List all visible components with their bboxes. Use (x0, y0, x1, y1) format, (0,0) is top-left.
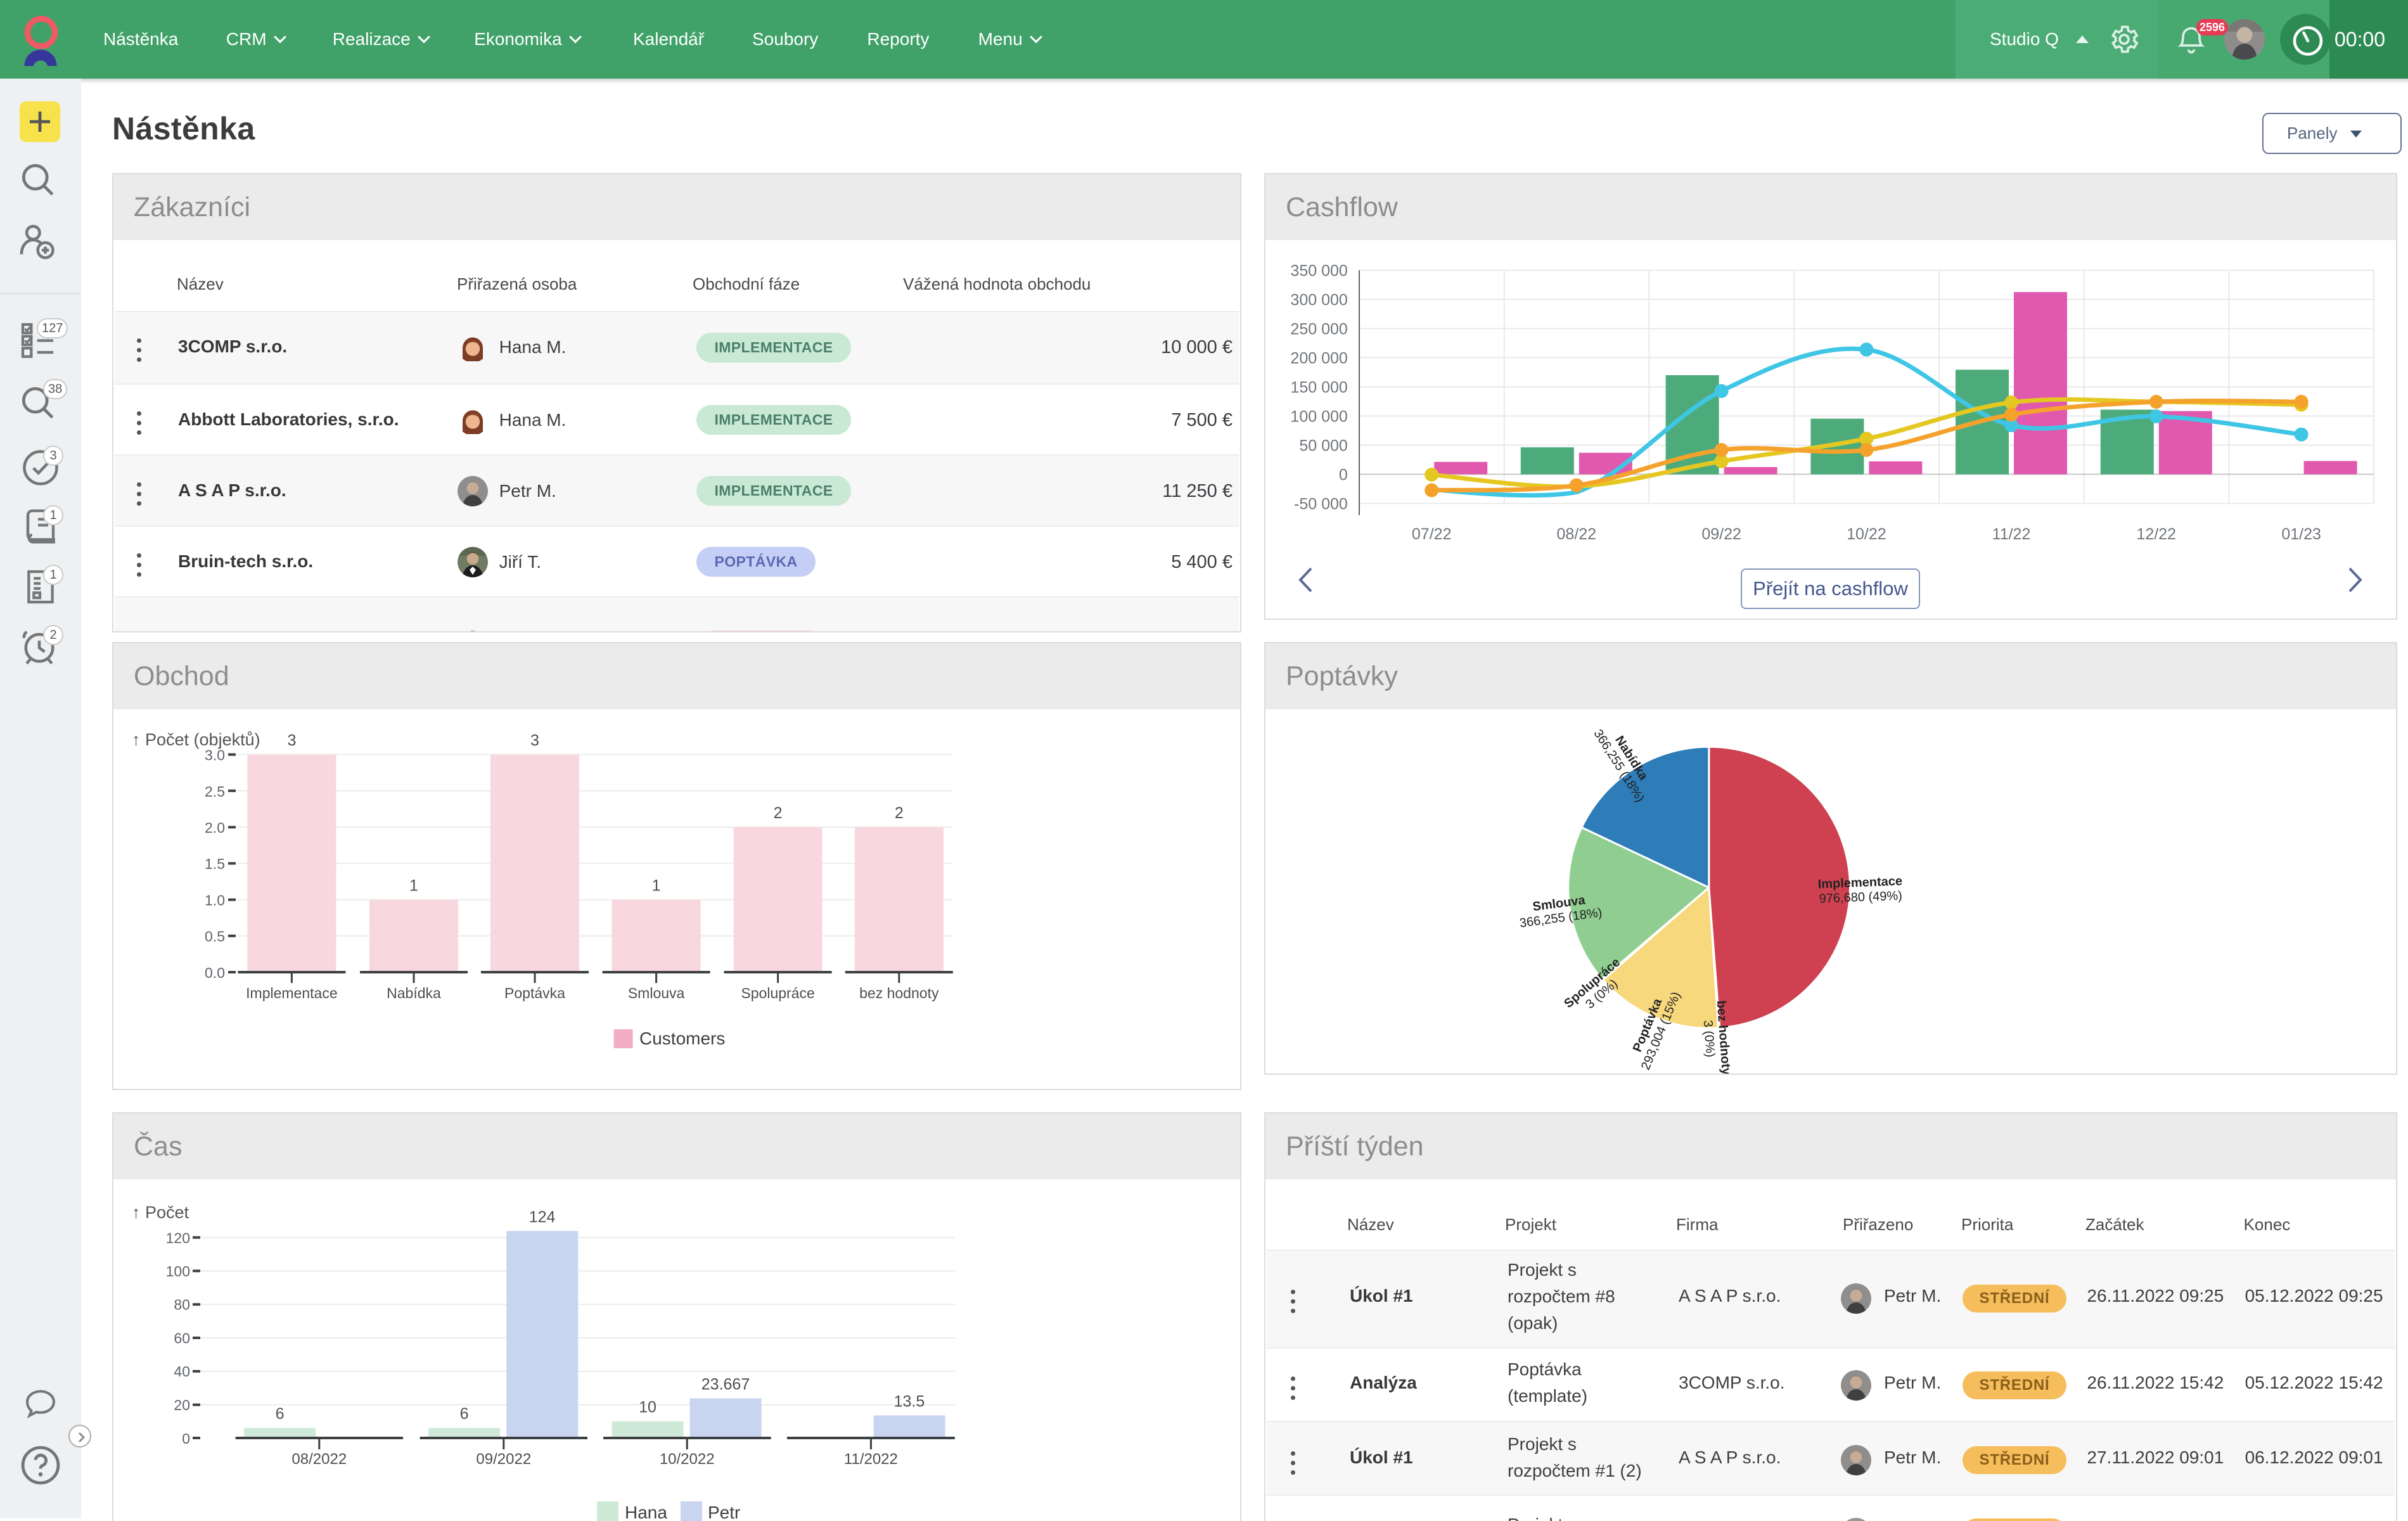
svg-text:10: 10 (639, 1399, 656, 1416)
svg-text:2: 2 (895, 804, 904, 822)
svg-text:2: 2 (774, 804, 783, 822)
svg-text:08/2022: 08/2022 (291, 1451, 347, 1468)
svg-text:6: 6 (276, 1405, 285, 1423)
svg-text:1: 1 (652, 877, 661, 895)
svg-text:bez hodnoty: bez hodnoty (859, 985, 939, 1001)
svg-text:300 000: 300 000 (1290, 291, 1347, 309)
svg-text:50 000: 50 000 (1299, 437, 1347, 454)
svg-text:150 000: 150 000 (1290, 378, 1347, 396)
svg-text:3 (0%): 3 (0%) (1701, 1020, 1717, 1058)
svg-text:1.5: 1.5 (205, 856, 225, 872)
svg-text:60: 60 (174, 1330, 190, 1346)
svg-text:0: 0 (1339, 466, 1348, 484)
svg-text:↑ Počet: ↑ Počet (132, 1203, 189, 1222)
svg-text:Customers: Customers (639, 1029, 725, 1048)
svg-text:Poptávka: Poptávka (504, 985, 565, 1001)
svg-text:2.5: 2.5 (205, 783, 225, 800)
svg-text:12/22: 12/22 (2137, 525, 2177, 543)
svg-text:1: 1 (409, 877, 418, 895)
svg-text:10/2022: 10/2022 (660, 1451, 715, 1468)
svg-text:250 000: 250 000 (1290, 320, 1347, 338)
svg-text:120: 120 (166, 1229, 190, 1246)
svg-text:07/22: 07/22 (1412, 525, 1452, 543)
svg-text:Smlouva: Smlouva (628, 985, 685, 1001)
svg-text:3: 3 (530, 732, 539, 750)
svg-text:3.0: 3.0 (205, 747, 225, 764)
svg-text:0: 0 (182, 1430, 190, 1447)
svg-text:↑ Počet (objektů): ↑ Počet (objektů) (132, 730, 260, 749)
svg-text:11/2022: 11/2022 (844, 1451, 898, 1468)
svg-text:-50 000: -50 000 (1294, 495, 1348, 513)
svg-text:976,680 (49%): 976,680 (49%) (1819, 889, 1902, 906)
svg-text:20: 20 (174, 1397, 190, 1413)
svg-text:350 000: 350 000 (1290, 262, 1347, 279)
svg-text:11/22: 11/22 (1992, 525, 2031, 543)
svg-text:Nabídka: Nabídka (387, 985, 441, 1001)
svg-text:6: 6 (460, 1405, 469, 1423)
svg-text:100 000: 100 000 (1290, 408, 1347, 425)
svg-text:13.5: 13.5 (894, 1392, 925, 1410)
svg-text:3: 3 (287, 732, 296, 750)
svg-text:Spolupráce: Spolupráce (741, 985, 814, 1001)
svg-text:01/23: 01/23 (2281, 525, 2321, 543)
svg-text:0.5: 0.5 (205, 928, 225, 945)
svg-text:124: 124 (529, 1208, 556, 1226)
svg-text:09/22: 09/22 (1701, 525, 1741, 543)
svg-text:10/22: 10/22 (1847, 525, 1886, 543)
svg-text:40: 40 (174, 1363, 190, 1380)
svg-text:Hana: Hana (625, 1503, 667, 1521)
svg-text:08/22: 08/22 (1557, 525, 1597, 543)
svg-text:Petr: Petr (708, 1503, 740, 1521)
svg-text:0.0: 0.0 (205, 965, 225, 981)
svg-text:23.667: 23.667 (701, 1376, 750, 1394)
svg-text:09/2022: 09/2022 (476, 1451, 531, 1468)
svg-text:2.0: 2.0 (205, 819, 225, 836)
svg-text:80: 80 (174, 1297, 190, 1313)
svg-text:Implementace: Implementace (1817, 874, 1902, 891)
svg-text:200 000: 200 000 (1290, 349, 1347, 367)
svg-text:1.0: 1.0 (205, 892, 225, 908)
svg-text:100: 100 (166, 1263, 190, 1280)
svg-text:Implementace: Implementace (246, 985, 337, 1001)
